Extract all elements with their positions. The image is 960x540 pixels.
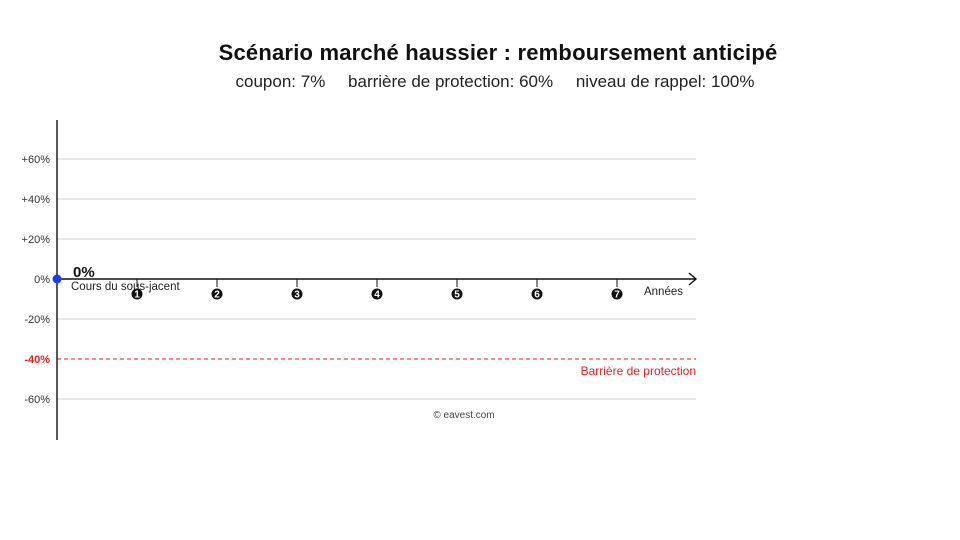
y-tick-label: 0% (34, 274, 50, 286)
data-point (52, 274, 62, 284)
year-marker (131, 288, 143, 300)
subtitle-coupon: coupon: 7% (235, 72, 326, 91)
chart-title: Scénario marché haussier : remboursement… (218, 40, 778, 65)
x-axis-arrow (688, 272, 698, 286)
subtitle-recall: niveau de rappel: 100% (575, 72, 755, 91)
data-label: 0% (73, 264, 95, 281)
x-tick-label: 7 (614, 290, 620, 301)
x-tick-label: 1 (134, 290, 140, 301)
y-tick-label: +20% (22, 234, 51, 246)
year-marker (371, 288, 383, 300)
y-tick-label: +60% (22, 154, 51, 166)
year-marker (531, 288, 543, 300)
year-marker (451, 288, 463, 300)
year-marker (611, 288, 623, 300)
series-label: Cours du sous-jacent (71, 281, 180, 293)
x-tick-label: 4 (374, 290, 380, 301)
subtitle-barrier: barrière de protection: 60% (348, 72, 554, 91)
x-tick-label: 5 (454, 290, 460, 301)
credit-text: © eavest.com (433, 410, 494, 421)
chart-subtitle: coupon: 7% barrière de protection: 60% n… (0, 72, 960, 92)
y-tick-label: -20% (24, 314, 50, 326)
year-marker (211, 288, 223, 300)
y-tick-label: -40% (24, 354, 50, 366)
x-tick-label: 3 (294, 290, 300, 301)
x-axis-label: Années (644, 286, 683, 298)
year-marker (291, 288, 303, 300)
y-tick-label: -60% (24, 394, 50, 406)
barrier-label: Barrière de protection (581, 364, 696, 378)
x-tick-label: 2 (214, 290, 220, 301)
x-tick-label: 6 (534, 290, 540, 301)
y-tick-label: +40% (22, 194, 51, 206)
